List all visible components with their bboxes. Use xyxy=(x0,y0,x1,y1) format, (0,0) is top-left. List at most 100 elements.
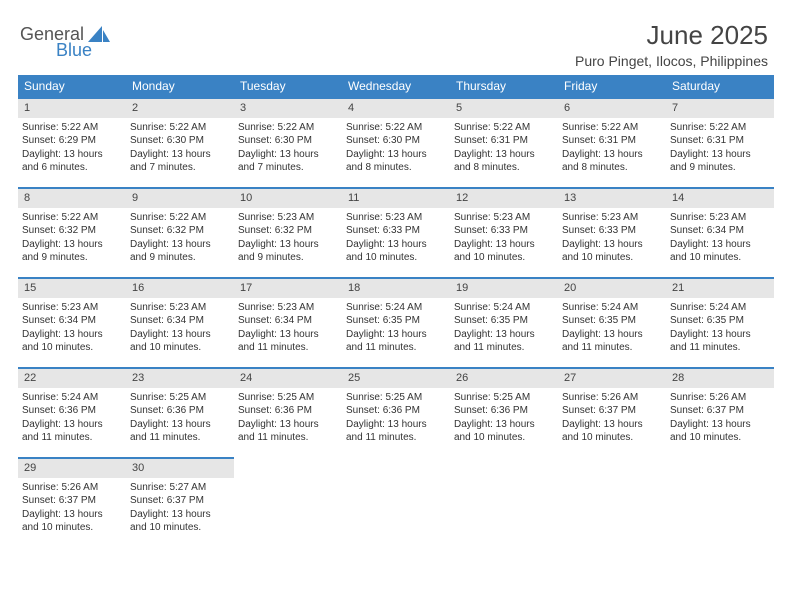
calendar-day-cell: 15Sunrise: 5:23 AMSunset: 6:34 PMDayligh… xyxy=(18,277,126,367)
day-number-strip: 11 xyxy=(342,187,450,208)
col-friday: Friday xyxy=(558,75,666,97)
sunrise-line: Sunrise: 5:23 AM xyxy=(562,211,662,225)
day-number-strip: 20 xyxy=(558,277,666,298)
day-number-strip: 22 xyxy=(18,367,126,388)
calendar-day-cell: 20Sunrise: 5:24 AMSunset: 6:35 PMDayligh… xyxy=(558,277,666,367)
daylight-line: Daylight: 13 hours and 8 minutes. xyxy=(454,148,554,175)
daylight-line: Daylight: 13 hours and 11 minutes. xyxy=(22,418,122,445)
day-number-strip: 25 xyxy=(342,367,450,388)
day-number-strip: 18 xyxy=(342,277,450,298)
daylight-line: Daylight: 13 hours and 10 minutes. xyxy=(130,328,230,355)
day-number-strip: 19 xyxy=(450,277,558,298)
sunset-line: Sunset: 6:30 PM xyxy=(346,134,446,148)
sunrise-line: Sunrise: 5:24 AM xyxy=(454,301,554,315)
sunrise-line: Sunrise: 5:25 AM xyxy=(130,391,230,405)
day-details: Sunrise: 5:24 AMSunset: 6:36 PMDaylight:… xyxy=(18,388,126,448)
day-number-strip: 15 xyxy=(18,277,126,298)
calendar-week: 22Sunrise: 5:24 AMSunset: 6:36 PMDayligh… xyxy=(18,367,774,457)
calendar-day-cell: 24Sunrise: 5:25 AMSunset: 6:36 PMDayligh… xyxy=(234,367,342,457)
day-number-strip: 14 xyxy=(666,187,774,208)
sunrise-line: Sunrise: 5:23 AM xyxy=(22,301,122,315)
day-details: Sunrise: 5:22 AMSunset: 6:30 PMDaylight:… xyxy=(126,118,234,178)
sunrise-line: Sunrise: 5:22 AM xyxy=(562,121,662,135)
sunrise-line: Sunrise: 5:22 AM xyxy=(22,211,122,225)
daylight-line: Daylight: 13 hours and 10 minutes. xyxy=(670,238,770,265)
col-tuesday: Tuesday xyxy=(234,75,342,97)
day-details: Sunrise: 5:27 AMSunset: 6:37 PMDaylight:… xyxy=(126,478,234,538)
sunrise-line: Sunrise: 5:22 AM xyxy=(130,211,230,225)
day-details: Sunrise: 5:24 AMSunset: 6:35 PMDaylight:… xyxy=(450,298,558,358)
col-thursday: Thursday xyxy=(450,75,558,97)
col-monday: Monday xyxy=(126,75,234,97)
sunrise-line: Sunrise: 5:26 AM xyxy=(22,481,122,495)
day-number-strip: 29 xyxy=(18,457,126,478)
day-details: Sunrise: 5:23 AMSunset: 6:34 PMDaylight:… xyxy=(126,298,234,358)
sunrise-line: Sunrise: 5:23 AM xyxy=(670,211,770,225)
day-details: Sunrise: 5:25 AMSunset: 6:36 PMDaylight:… xyxy=(342,388,450,448)
day-details: Sunrise: 5:23 AMSunset: 6:33 PMDaylight:… xyxy=(558,208,666,268)
calendar-day-cell: 13Sunrise: 5:23 AMSunset: 6:33 PMDayligh… xyxy=(558,187,666,277)
sunrise-line: Sunrise: 5:24 AM xyxy=(670,301,770,315)
day-number-strip: 10 xyxy=(234,187,342,208)
calendar-day-cell: 19Sunrise: 5:24 AMSunset: 6:35 PMDayligh… xyxy=(450,277,558,367)
day-details: Sunrise: 5:23 AMSunset: 6:33 PMDaylight:… xyxy=(342,208,450,268)
day-number-strip: 3 xyxy=(234,97,342,118)
sunset-line: Sunset: 6:32 PM xyxy=(238,224,338,238)
calendar-day-cell: 10Sunrise: 5:23 AMSunset: 6:32 PMDayligh… xyxy=(234,187,342,277)
sunset-line: Sunset: 6:36 PM xyxy=(130,404,230,418)
day-details: Sunrise: 5:25 AMSunset: 6:36 PMDaylight:… xyxy=(126,388,234,448)
location-subtitle: Puro Pinget, Ilocos, Philippines xyxy=(575,53,768,69)
sunset-line: Sunset: 6:34 PM xyxy=(130,314,230,328)
sunrise-line: Sunrise: 5:23 AM xyxy=(238,301,338,315)
day-details: Sunrise: 5:26 AMSunset: 6:37 PMDaylight:… xyxy=(18,478,126,538)
sunrise-line: Sunrise: 5:23 AM xyxy=(454,211,554,225)
daylight-line: Daylight: 13 hours and 8 minutes. xyxy=(562,148,662,175)
sunset-line: Sunset: 6:37 PM xyxy=(22,494,122,508)
calendar-day-cell: 2Sunrise: 5:22 AMSunset: 6:30 PMDaylight… xyxy=(126,97,234,187)
calendar-week: 15Sunrise: 5:23 AMSunset: 6:34 PMDayligh… xyxy=(18,277,774,367)
sunset-line: Sunset: 6:30 PM xyxy=(238,134,338,148)
sunrise-line: Sunrise: 5:22 AM xyxy=(454,121,554,135)
sunset-line: Sunset: 6:34 PM xyxy=(238,314,338,328)
calendar-day-cell: 4Sunrise: 5:22 AMSunset: 6:30 PMDaylight… xyxy=(342,97,450,187)
day-number-strip: 30 xyxy=(126,457,234,478)
calendar-table: Sunday Monday Tuesday Wednesday Thursday… xyxy=(18,75,774,547)
daylight-line: Daylight: 13 hours and 10 minutes. xyxy=(454,418,554,445)
calendar-day-cell: 14Sunrise: 5:23 AMSunset: 6:34 PMDayligh… xyxy=(666,187,774,277)
sunset-line: Sunset: 6:35 PM xyxy=(670,314,770,328)
sunset-line: Sunset: 6:30 PM xyxy=(130,134,230,148)
sunset-line: Sunset: 6:37 PM xyxy=(130,494,230,508)
calendar-day-cell: 7Sunrise: 5:22 AMSunset: 6:31 PMDaylight… xyxy=(666,97,774,187)
sunset-line: Sunset: 6:36 PM xyxy=(238,404,338,418)
daylight-line: Daylight: 13 hours and 11 minutes. xyxy=(346,328,446,355)
sunset-line: Sunset: 6:35 PM xyxy=(562,314,662,328)
calendar-day-cell xyxy=(666,457,774,547)
calendar-header-row: Sunday Monday Tuesday Wednesday Thursday… xyxy=(18,75,774,97)
daylight-line: Daylight: 13 hours and 10 minutes. xyxy=(130,508,230,535)
calendar-day-cell: 21Sunrise: 5:24 AMSunset: 6:35 PMDayligh… xyxy=(666,277,774,367)
daylight-line: Daylight: 13 hours and 11 minutes. xyxy=(562,328,662,355)
daylight-line: Daylight: 13 hours and 9 minutes. xyxy=(238,238,338,265)
col-wednesday: Wednesday xyxy=(342,75,450,97)
calendar-day-cell: 22Sunrise: 5:24 AMSunset: 6:36 PMDayligh… xyxy=(18,367,126,457)
sunrise-line: Sunrise: 5:25 AM xyxy=(238,391,338,405)
calendar-day-cell xyxy=(234,457,342,547)
calendar-week: 1Sunrise: 5:22 AMSunset: 6:29 PMDaylight… xyxy=(18,97,774,187)
calendar-day-cell: 18Sunrise: 5:24 AMSunset: 6:35 PMDayligh… xyxy=(342,277,450,367)
calendar-day-cell: 12Sunrise: 5:23 AMSunset: 6:33 PMDayligh… xyxy=(450,187,558,277)
calendar-day-cell: 1Sunrise: 5:22 AMSunset: 6:29 PMDaylight… xyxy=(18,97,126,187)
daylight-line: Daylight: 13 hours and 10 minutes. xyxy=(454,238,554,265)
day-number-strip: 23 xyxy=(126,367,234,388)
daylight-line: Daylight: 13 hours and 11 minutes. xyxy=(346,418,446,445)
daylight-line: Daylight: 13 hours and 8 minutes. xyxy=(346,148,446,175)
day-details: Sunrise: 5:22 AMSunset: 6:31 PMDaylight:… xyxy=(558,118,666,178)
sunset-line: Sunset: 6:33 PM xyxy=(562,224,662,238)
sunset-line: Sunset: 6:37 PM xyxy=(670,404,770,418)
calendar-day-cell xyxy=(342,457,450,547)
calendar-day-cell: 17Sunrise: 5:23 AMSunset: 6:34 PMDayligh… xyxy=(234,277,342,367)
daylight-line: Daylight: 13 hours and 11 minutes. xyxy=(238,328,338,355)
day-number-strip: 7 xyxy=(666,97,774,118)
calendar-day-cell: 27Sunrise: 5:26 AMSunset: 6:37 PMDayligh… xyxy=(558,367,666,457)
day-details: Sunrise: 5:22 AMSunset: 6:32 PMDaylight:… xyxy=(18,208,126,268)
calendar-day-cell: 5Sunrise: 5:22 AMSunset: 6:31 PMDaylight… xyxy=(450,97,558,187)
